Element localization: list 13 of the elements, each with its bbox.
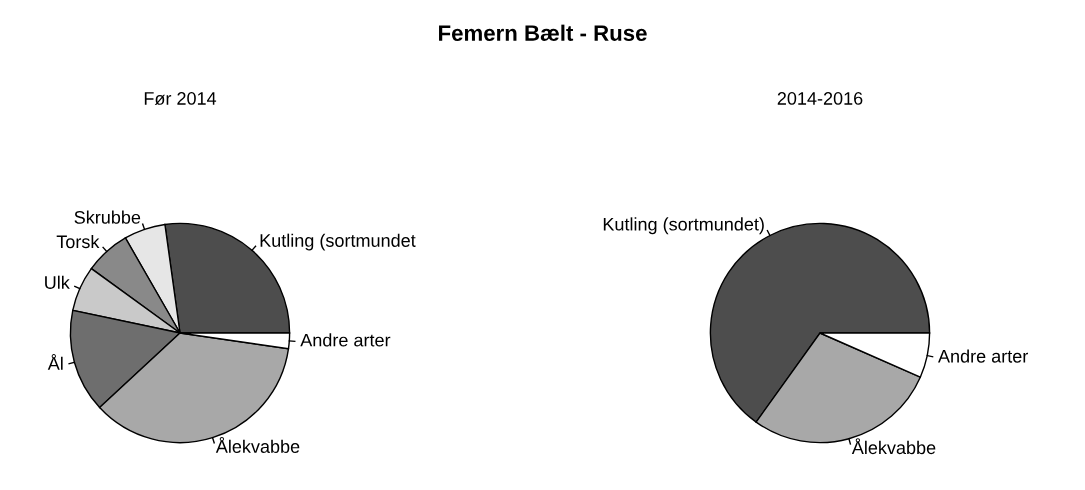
chart-subtitle: Før 2014	[144, 92, 217, 105]
slice-label: Andre arter	[300, 333, 391, 347]
slice-label: Kutling (sortmundet	[260, 233, 416, 251]
chart-subtitle: 2014-2016	[777, 92, 863, 105]
text: Femern Bælt - Ruse	[439, 24, 647, 41]
slice-label: Ålekvabbe	[851, 438, 936, 455]
slice-label: Skrubbe	[74, 210, 141, 224]
slice-label: Kutling (sortmundet)	[603, 217, 764, 235]
slice-label: Ulk	[45, 275, 70, 289]
slice-label: Andre arter	[938, 349, 1028, 363]
slice-label: Ål	[47, 354, 63, 370]
slice-label: Ålekvabbe	[215, 436, 300, 453]
slice-label: Torsk	[56, 234, 100, 249]
